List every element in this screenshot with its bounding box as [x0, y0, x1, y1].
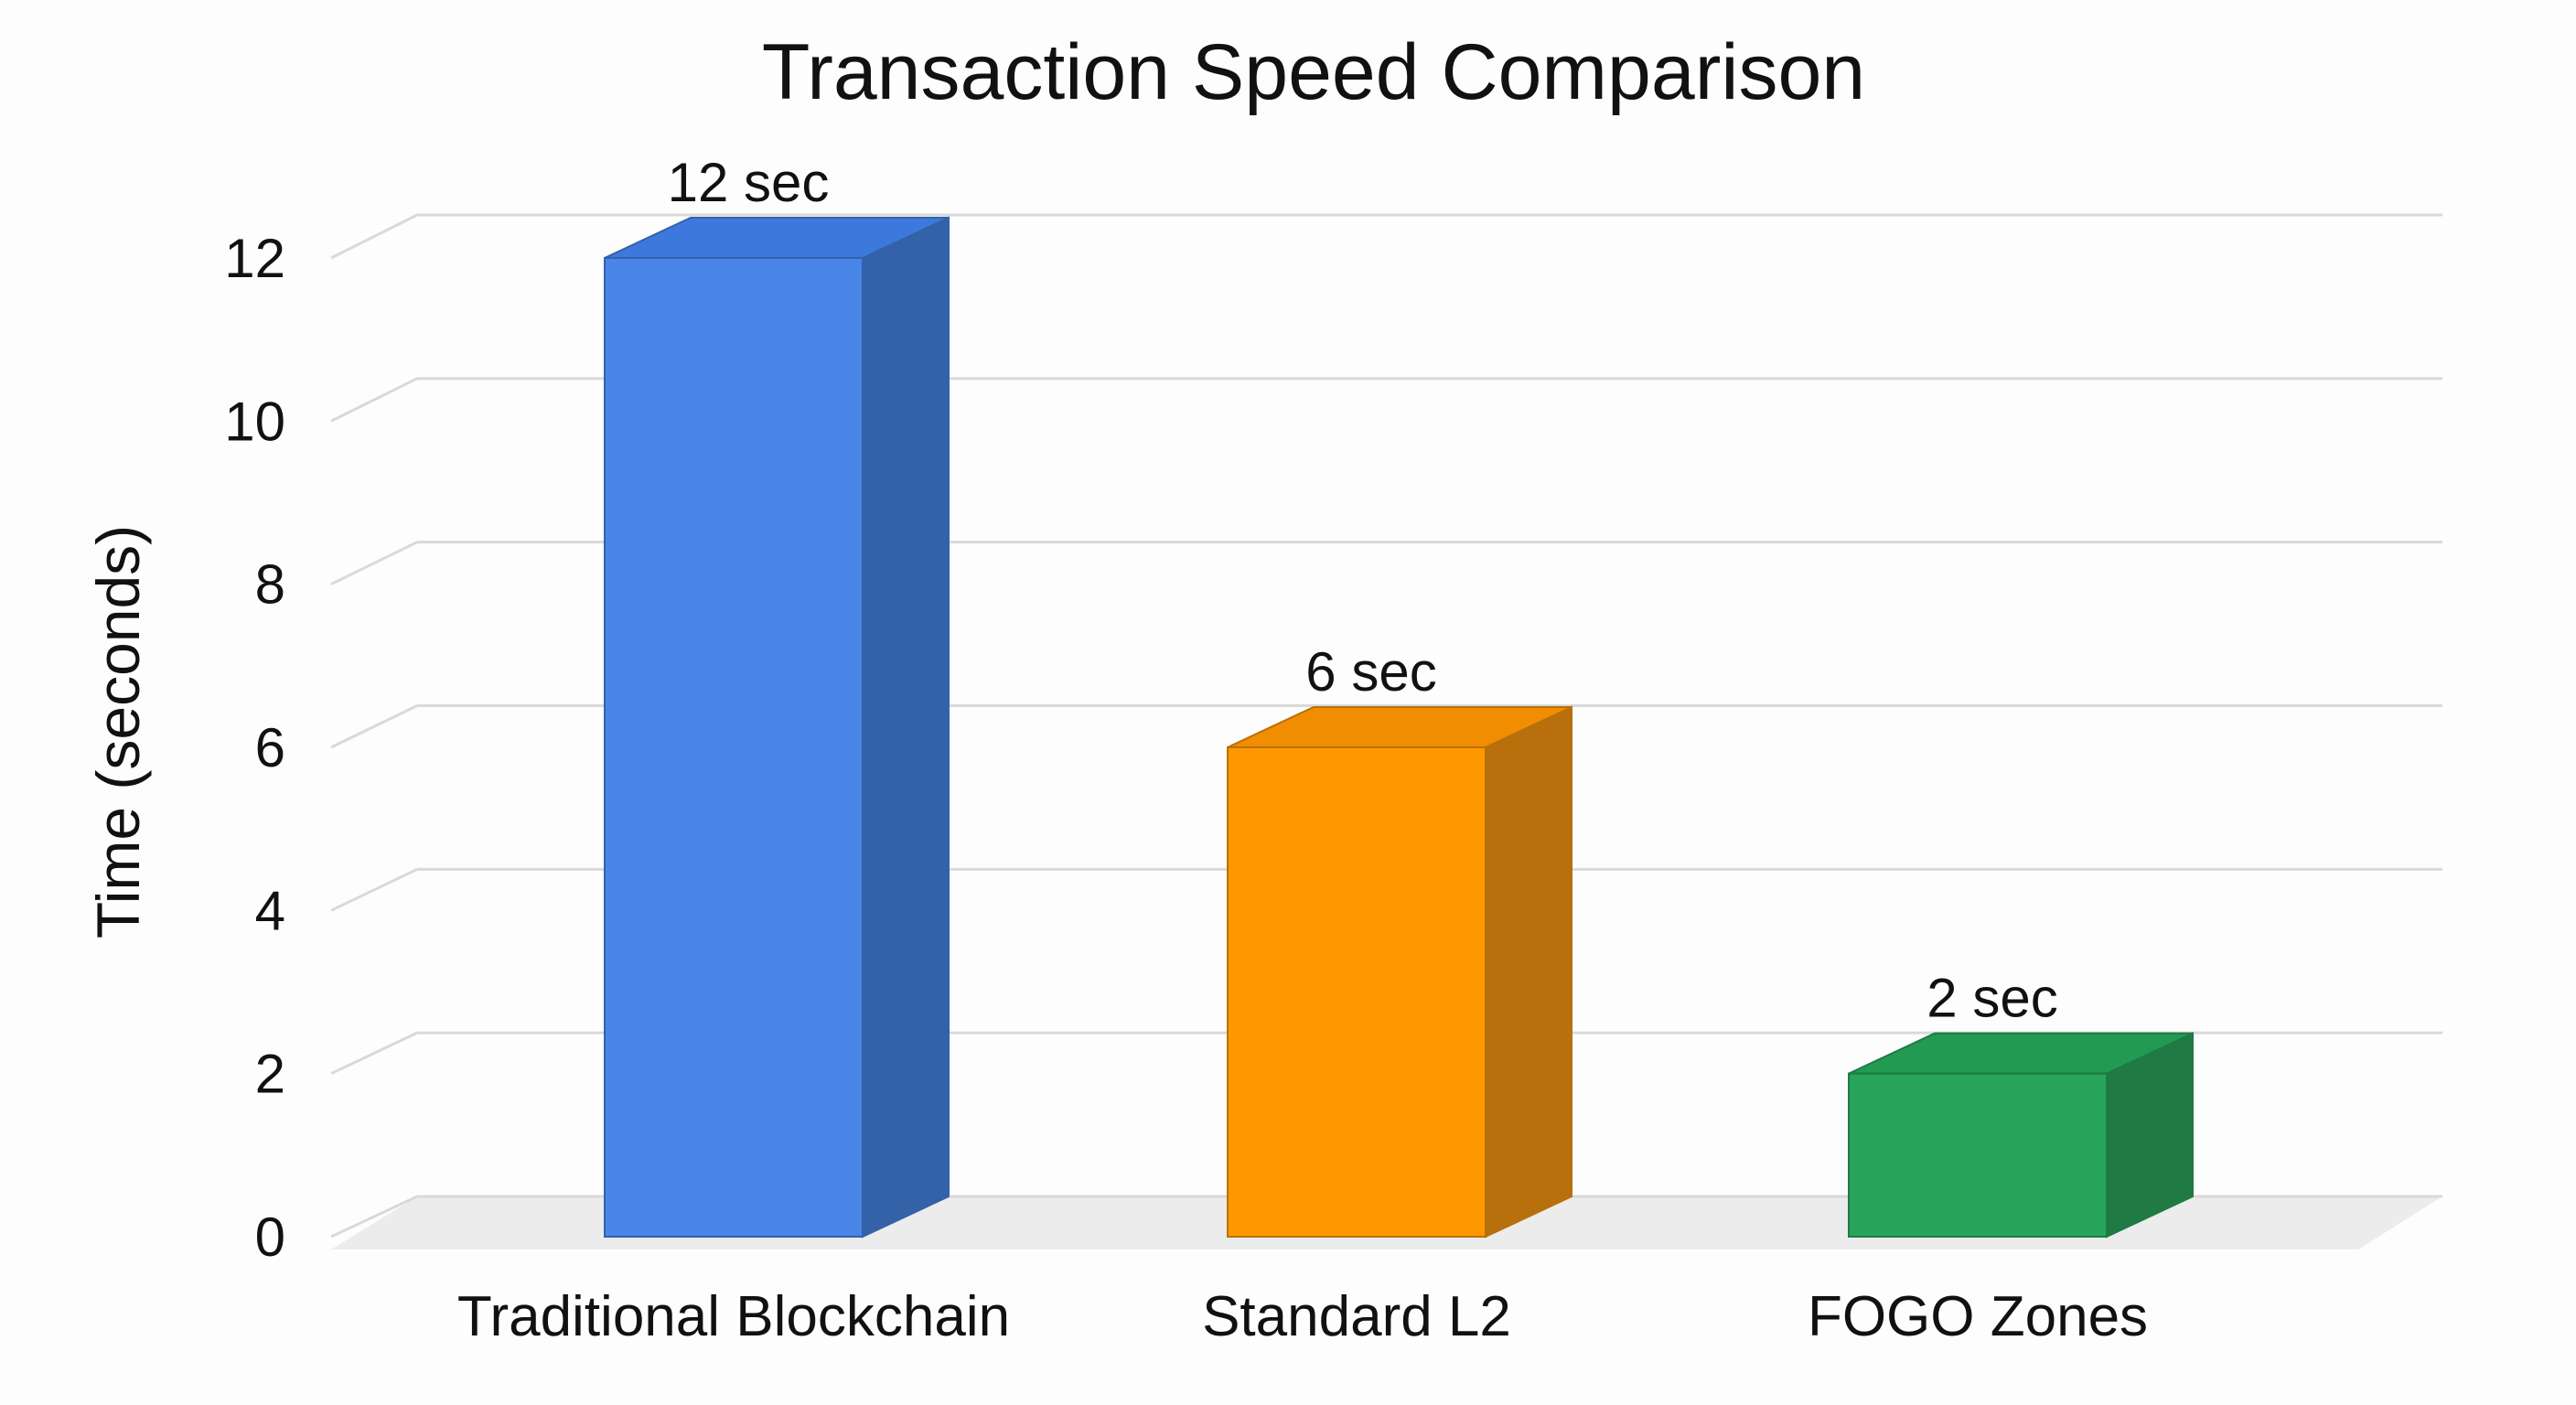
bar-0 [604, 216, 950, 1239]
y-tick-label: 8 [255, 554, 285, 616]
gridline-diagonal-8 [330, 541, 418, 586]
data-label: 2 sec [1927, 968, 2057, 1029]
category-label: FOGO Zones [1808, 1285, 2148, 1348]
y-tick-label: 10 [224, 391, 285, 452]
data-label: 6 sec [1305, 641, 1436, 702]
bars [604, 216, 2194, 1239]
bar-side [862, 216, 950, 1239]
gridline-diagonal-10 [330, 377, 418, 423]
gridline-diagonal-2 [330, 1031, 418, 1076]
gridline-diagonal-4 [330, 867, 418, 912]
bar-front [1227, 746, 1487, 1238]
bar-front [604, 257, 864, 1238]
bar-1 [1227, 705, 1572, 1239]
bar-2 [1848, 1032, 2194, 1239]
gridline-diagonal-12 [330, 213, 418, 260]
category-label: Standard L2 [1202, 1285, 1511, 1348]
gridline-diagonal-6 [330, 704, 418, 749]
y-tick-label: 4 [255, 880, 285, 941]
y-axis-label: Time (seconds) [84, 525, 152, 938]
y-tick-label: 12 [224, 228, 285, 289]
bar-side [1485, 705, 1572, 1239]
data-labels: 12 sec 6 sec 2 sec [668, 152, 2058, 1029]
bar-front [1848, 1072, 2108, 1238]
y-axis-ticks: 0 2 4 6 8 10 12 [224, 228, 285, 1268]
y-tick-label: 6 [255, 717, 285, 778]
chart-title: Transaction Speed Comparison [762, 28, 1865, 116]
category-labels: Traditional Blockchain Standard L2 FOGO Zo… [457, 1285, 2148, 1348]
y-tick-label: 2 [255, 1044, 285, 1105]
gridline-diagonal-0 [330, 1195, 418, 1239]
y-tick-label: 0 [255, 1207, 285, 1268]
category-label: Traditional Blockchain [457, 1285, 1010, 1348]
data-label: 12 sec [668, 152, 830, 213]
